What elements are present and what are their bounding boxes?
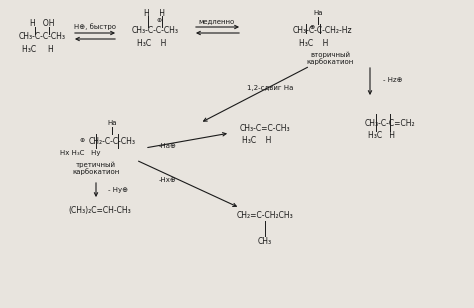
Text: -Ha⊕: -Ha⊕ bbox=[159, 143, 177, 149]
Text: H₃C    H: H₃C H bbox=[242, 136, 272, 144]
Text: CH₃-C-C-CH₃: CH₃-C-C-CH₃ bbox=[18, 31, 65, 40]
Text: ⊕: ⊕ bbox=[156, 18, 162, 22]
Text: CH₂-C-C-CH₃: CH₂-C-C-CH₃ bbox=[89, 136, 136, 145]
Text: Ha: Ha bbox=[107, 120, 117, 126]
Text: карбокатион: карбокатион bbox=[73, 168, 119, 176]
Text: 1,2-сдвиг Ha: 1,2-сдвиг Ha bbox=[247, 85, 293, 91]
Text: Ha: Ha bbox=[313, 10, 323, 16]
Text: CH₃-C=C-CH₃: CH₃-C=C-CH₃ bbox=[240, 124, 290, 132]
Text: H    H: H H bbox=[145, 9, 165, 18]
Text: (CH₃)₂C=CH-CH₃: (CH₃)₂C=CH-CH₃ bbox=[69, 205, 131, 214]
Text: CH₃: CH₃ bbox=[258, 237, 272, 245]
Text: H₃C    H: H₃C H bbox=[299, 38, 328, 47]
Text: ⊕: ⊕ bbox=[310, 25, 315, 30]
Text: CH₃-C-C-CH₂-Hz: CH₃-C-C-CH₂-Hz bbox=[292, 26, 352, 34]
Text: Hx H₃C   Hy: Hx H₃C Hy bbox=[60, 150, 100, 156]
Text: H   OH: H OH bbox=[30, 18, 54, 27]
Text: ⊕: ⊕ bbox=[79, 137, 85, 143]
Text: CH₃-C-C-CH₃: CH₃-C-C-CH₃ bbox=[131, 26, 179, 34]
Text: -Hx⊕: -Hx⊕ bbox=[159, 177, 177, 183]
Text: третичный: третичный bbox=[76, 162, 116, 168]
Text: H₃C     H: H₃C H bbox=[22, 44, 54, 54]
Text: - Hy⊕: - Hy⊕ bbox=[108, 187, 128, 193]
Text: медленно: медленно bbox=[199, 18, 235, 24]
Text: вторичный: вторичный bbox=[310, 52, 350, 58]
Text: H₃C    H: H₃C H bbox=[137, 38, 167, 47]
Text: - Hz⊕: - Hz⊕ bbox=[383, 77, 403, 83]
Text: карбокатион: карбокатион bbox=[306, 59, 354, 65]
Text: CH₂=C-CH₂CH₃: CH₂=C-CH₂CH₃ bbox=[237, 212, 293, 221]
Text: H₃C   H: H₃C H bbox=[368, 131, 395, 140]
Text: CH₃-C-C=CH₂: CH₃-C-C=CH₂ bbox=[365, 119, 415, 128]
Text: H⊕, быстро: H⊕, быстро bbox=[74, 24, 116, 30]
